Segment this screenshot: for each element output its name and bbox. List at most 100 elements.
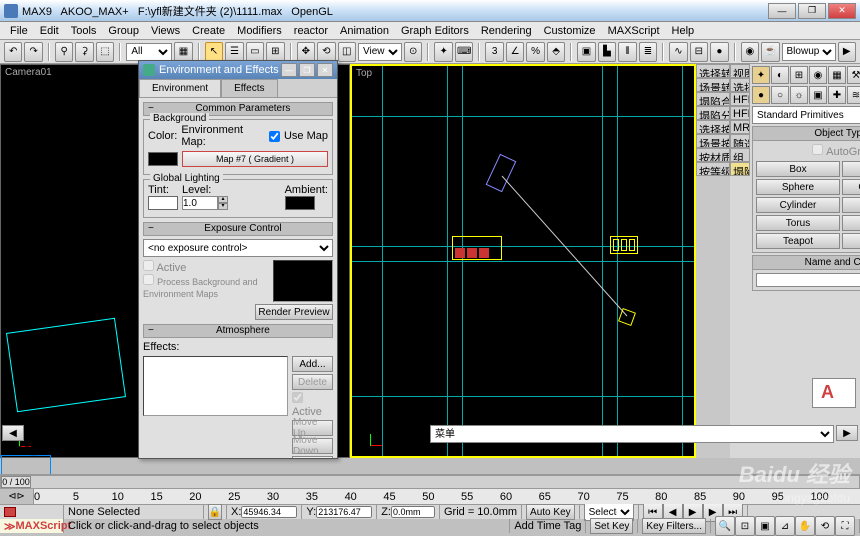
display-tab-icon[interactable]: ▦ <box>828 66 846 84</box>
prim-sphere[interactable]: Sphere <box>756 179 840 195</box>
subtab-3[interactable]: HFE <box>730 106 750 120</box>
render-scene-button[interactable]: ◉ <box>741 42 759 62</box>
prim-box[interactable]: Box <box>756 161 840 177</box>
geometry-icon[interactable]: ● <box>752 86 770 104</box>
add-effect-button[interactable]: Add... <box>292 356 333 372</box>
prim-pyramid[interactable]: Pyramid <box>842 215 860 231</box>
effects-listbox[interactable] <box>143 356 288 416</box>
rotate-button[interactable]: ⟲ <box>317 42 335 62</box>
atmosphere-rollout[interactable]: Atmosphere <box>143 324 333 338</box>
orbit-button[interactable]: ⟲ <box>815 516 835 536</box>
redo-button[interactable]: ↷ <box>24 42 42 62</box>
menu-animation[interactable]: Animation <box>334 25 395 37</box>
close-button[interactable]: ✕ <box>828 3 856 19</box>
use-map-checkbox[interactable] <box>269 131 280 142</box>
viewport-right[interactable]: Top <box>350 64 696 458</box>
material-button[interactable]: ● <box>710 42 728 62</box>
dialog-titlebar[interactable]: Environment and Effects —❐✕ <box>139 61 337 79</box>
prim-teapot[interactable]: Teapot <box>756 233 840 249</box>
scale-button[interactable]: ◫ <box>338 42 356 62</box>
mirror-button[interactable]: ▙ <box>598 42 616 62</box>
select-name-button[interactable]: ☰ <box>225 42 243 62</box>
zoom-extents-button[interactable]: ▣ <box>755 516 775 536</box>
subtab-4[interactable]: MRS <box>730 120 750 134</box>
menu-graph editors[interactable]: Graph Editors <box>395 25 475 37</box>
menu-views[interactable]: Views <box>145 25 186 37</box>
undo-button[interactable]: ↶ <box>4 42 22 62</box>
percent-snap-button[interactable]: % <box>526 42 544 62</box>
align-button[interactable]: ⫴ <box>618 42 636 62</box>
hierarchy-tab-icon[interactable]: ⊞ <box>790 66 808 84</box>
prim-cone[interactable]: Cone <box>842 161 860 177</box>
object-name-input[interactable] <box>756 273 860 287</box>
menu-file[interactable]: File <box>4 25 34 37</box>
menu-tools[interactable]: Tools <box>65 25 103 37</box>
dialog-min-button[interactable]: — <box>281 63 297 77</box>
snap-button[interactable]: 3 <box>485 42 503 62</box>
layers-button[interactable]: ≣ <box>639 42 657 62</box>
link-button[interactable]: ⚲ <box>55 42 73 62</box>
subtab-5[interactable]: 随选 <box>730 134 750 148</box>
menu-help[interactable]: Help <box>666 25 701 37</box>
utilities-tab-icon[interactable]: ⚒ <box>847 66 860 84</box>
coord-z-input[interactable] <box>391 506 435 518</box>
named-sel-button[interactable]: ▣ <box>577 42 595 62</box>
minimize-button[interactable]: — <box>768 3 796 19</box>
spacewarps-icon[interactable]: ≋ <box>847 86 860 104</box>
subtab-2[interactable]: HFI <box>730 92 750 106</box>
menu-customize[interactable]: Customize <box>538 25 602 37</box>
zoom-all-button[interactable]: ⊡ <box>735 516 755 536</box>
schematic-button[interactable]: ⊟ <box>690 42 708 62</box>
spinner-snap-button[interactable]: ⬘ <box>547 42 565 62</box>
helpers-icon[interactable]: ✚ <box>828 86 846 104</box>
prim-torus[interactable]: Torus <box>756 215 840 231</box>
timeline-toggle[interactable]: ⊲⊳ <box>0 489 34 504</box>
plugin-tab-2[interactable]: 塌陷合并 <box>696 92 730 106</box>
minmax-button[interactable]: ⛶ <box>835 516 855 536</box>
select-region-button[interactable]: ▭ <box>246 42 264 62</box>
keymode-button[interactable]: ⌨ <box>455 42 473 62</box>
exposure-select[interactable]: <no exposure control> <box>143 239 333 257</box>
time-tag[interactable]: Add Time Tag <box>510 519 586 533</box>
angle-snap-button[interactable]: ∠ <box>506 42 524 62</box>
menu-group[interactable]: Group <box>102 25 145 37</box>
modify-tab-icon[interactable]: ◐ <box>771 66 789 84</box>
primitive-select[interactable]: Standard Primitives <box>752 106 860 124</box>
plugin-tab-1[interactable]: 场景转换 <box>696 78 730 92</box>
time-slider[interactable]: 0 / 100 <box>0 475 860 489</box>
setkey-button[interactable]: Set Key <box>590 518 633 534</box>
lights-icon[interactable]: ☼ <box>790 86 808 104</box>
zoom-button[interactable]: 🔍 <box>715 516 735 536</box>
bg-color-swatch[interactable] <box>148 152 178 166</box>
tab-effects[interactable]: Effects <box>221 79 277 97</box>
filter-button[interactable]: ▦ <box>174 42 192 62</box>
envmap-button[interactable]: Map #7 ( Gradient ) <box>182 151 328 167</box>
plugin-tab-3[interactable]: 塌陷分离 <box>696 106 730 120</box>
plugin-tab-4[interactable]: 选择按材 <box>696 120 730 134</box>
keyfilters-button[interactable]: Key Filters... <box>642 518 706 534</box>
tab-environment[interactable]: Environment <box>139 79 221 97</box>
menu-maxscript[interactable]: MAXScript <box>602 25 666 37</box>
exposure-rollout[interactable]: Exposure Control <box>143 222 333 236</box>
plugin-tab-5[interactable]: 场景按材 <box>696 134 730 148</box>
ui-next-button[interactable]: ▶ <box>836 425 858 441</box>
menu-create[interactable]: Create <box>186 25 231 37</box>
subtab-0[interactable]: 视图 <box>730 64 750 78</box>
fov-button[interactable]: ⊿ <box>775 516 795 536</box>
plugin-tab-7[interactable]: 按等级炸 <box>696 162 730 176</box>
dialog-close-button[interactable]: ✕ <box>317 63 333 77</box>
select-button[interactable]: ↖ <box>205 42 223 62</box>
autokey-button[interactable]: Auto Key <box>526 504 575 520</box>
prim-geosphere[interactable]: GeoSphere <box>842 179 860 195</box>
cameras-icon[interactable]: ▣ <box>809 86 827 104</box>
prim-plane[interactable]: Plane <box>842 233 860 249</box>
lock-icon[interactable] <box>4 507 16 517</box>
refcoord-select[interactable]: View <box>358 43 402 61</box>
manip-button[interactable]: ✦ <box>434 42 452 62</box>
ui-prev-button[interactable]: ◀ <box>2 425 24 441</box>
subtab-6[interactable]: 组 <box>730 148 750 162</box>
timeline-ruler[interactable]: ⊲⊳ 0510152025303540455055606570758085909… <box>0 489 860 505</box>
render-type-select[interactable]: Blowup <box>782 43 836 61</box>
menu-modifiers[interactable]: Modifiers <box>231 25 288 37</box>
create-tab-icon[interactable]: ✦ <box>752 66 770 84</box>
